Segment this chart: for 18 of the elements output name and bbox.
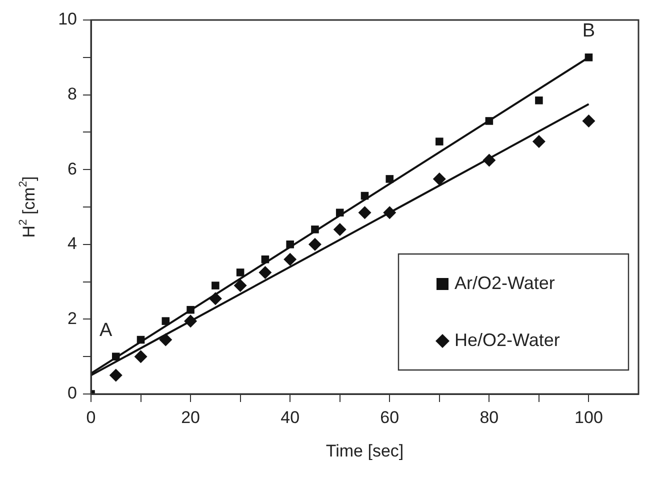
- y-axis-title: H2 [cm2]: [17, 176, 39, 238]
- y-tick-label: 0: [68, 384, 77, 403]
- y-tick-label: 4: [68, 234, 77, 254]
- y-tick-label: 8: [68, 84, 77, 104]
- x-tick-label: 0: [86, 408, 96, 427]
- legend-label: He/O2-Water: [454, 330, 560, 350]
- x-tick-label: 20: [181, 408, 200, 427]
- x-tick-label: 60: [380, 408, 400, 427]
- x-tick-label: 80: [480, 408, 499, 427]
- x-tick-label: 100: [574, 408, 603, 427]
- annotation: B: [582, 20, 596, 42]
- x-axis-title: Time [sec]: [326, 442, 404, 461]
- y-tick-label: 2: [68, 308, 77, 328]
- y-tick-label: 10: [58, 10, 77, 29]
- annotation: A: [100, 320, 113, 341]
- y-tick-label: 6: [68, 159, 77, 178]
- legend-label: Ar/O2-Water: [454, 272, 555, 293]
- x-tick-label: 40: [280, 408, 300, 427]
